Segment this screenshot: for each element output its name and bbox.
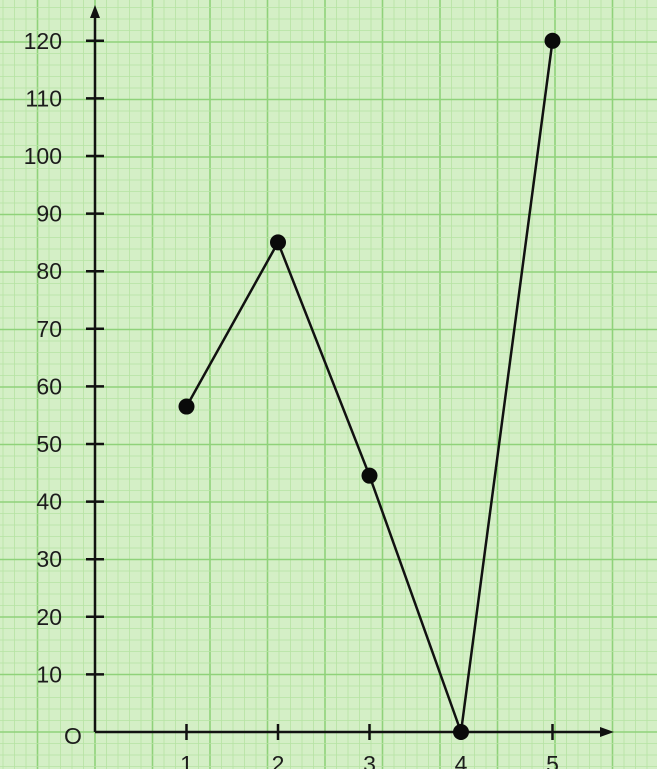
y-tick-label: 50 — [36, 431, 62, 457]
data-point — [361, 467, 378, 484]
data-point — [270, 234, 286, 251]
y-axis-ticks: 10 20 30 40 50 60 70 80 90 100 110 120 — [24, 28, 104, 687]
x-axis-ticks: 1 2 3 4 5 — [180, 724, 559, 769]
y-tick-label: 40 — [36, 489, 62, 515]
y-tick-label: 90 — [36, 201, 62, 227]
y-tick-label: 120 — [24, 28, 62, 54]
x-tick-label: 4 — [455, 751, 468, 769]
y-tick-label: 30 — [36, 546, 62, 572]
y-tick-label: 110 — [25, 85, 62, 111]
y-tick-label: 100 — [24, 143, 62, 169]
data-point — [544, 32, 561, 49]
axes — [90, 5, 614, 737]
y-axis-arrow — [90, 5, 100, 18]
x-axis-arrow — [600, 727, 614, 737]
y-tick-label: 80 — [36, 258, 62, 284]
x-tick-label: 5 — [546, 751, 559, 769]
data-point — [453, 724, 469, 740]
data-point — [178, 398, 195, 415]
x-tick-label: 3 — [363, 751, 376, 769]
x-tick-label: 2 — [272, 751, 285, 769]
y-tick-label: 70 — [36, 316, 62, 342]
y-tick-label: 60 — [36, 373, 62, 399]
y-tick-label: 20 — [36, 604, 62, 630]
origin-label: O — [64, 723, 82, 749]
y-tick-label: 10 — [36, 661, 62, 687]
data-series — [178, 32, 561, 740]
x-tick-label: 1 — [180, 751, 193, 769]
